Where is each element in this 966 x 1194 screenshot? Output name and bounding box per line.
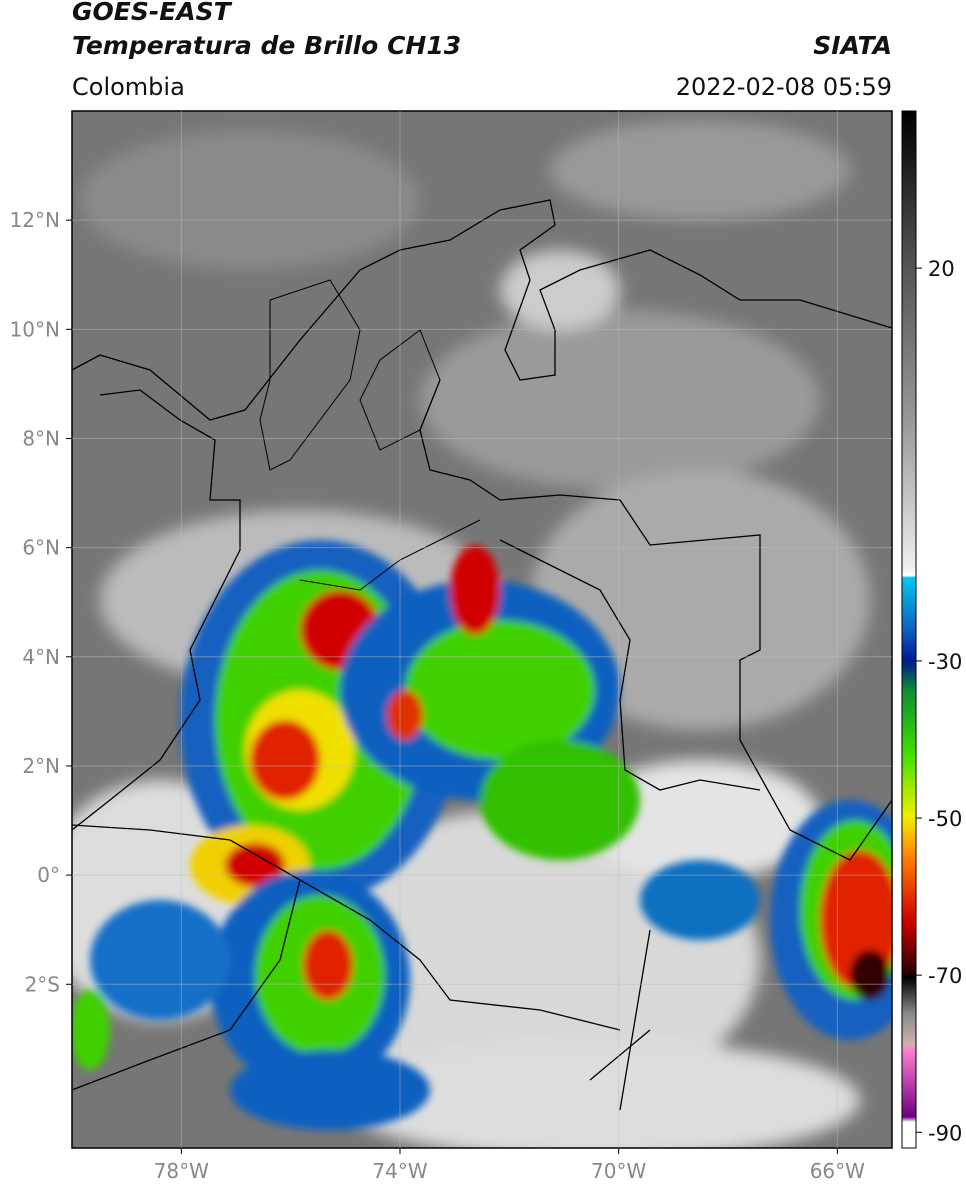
y-tick-label: 0°: [37, 863, 60, 887]
y-tick-label: 2°N: [22, 754, 60, 778]
colorbar-tick-label: -50: [928, 807, 962, 831]
y-tick-label: 4°N: [22, 645, 60, 669]
y-tick-label: 2°S: [25, 972, 60, 996]
colorbar: [901, 110, 917, 1149]
y-tick-label: 6°N: [22, 536, 60, 560]
y-tick-label: 12°N: [10, 208, 60, 232]
title: GOES-EAST: [72, 0, 233, 26]
y-tick-label: 8°N: [22, 426, 60, 450]
x-tick-label: 66°W: [810, 1159, 865, 1183]
boundaries: [72, 199, 892, 1111]
subtitle: Temperatura de Brillo CH13: [72, 31, 461, 60]
colorbar-tick-label: -30: [928, 650, 962, 674]
colorbar-tick-label: -70: [928, 964, 962, 988]
x-tick-label: 70°W: [591, 1159, 646, 1183]
satellite-image: [72, 111, 892, 1148]
x-tick-label: 74°W: [372, 1159, 427, 1183]
x-tick-label: 78°W: [154, 1159, 209, 1183]
y-tick-label: 10°N: [10, 317, 60, 341]
convection: [72, 540, 892, 1130]
colorbar-tick-label: 20: [928, 257, 955, 281]
map-frame: [71, 110, 893, 1149]
source: SIATA: [813, 31, 892, 60]
region: Colombia: [72, 73, 185, 101]
timestamp: 2022-02-08 05:59: [676, 73, 892, 101]
colorbar-tick-label: -90: [928, 1121, 962, 1145]
